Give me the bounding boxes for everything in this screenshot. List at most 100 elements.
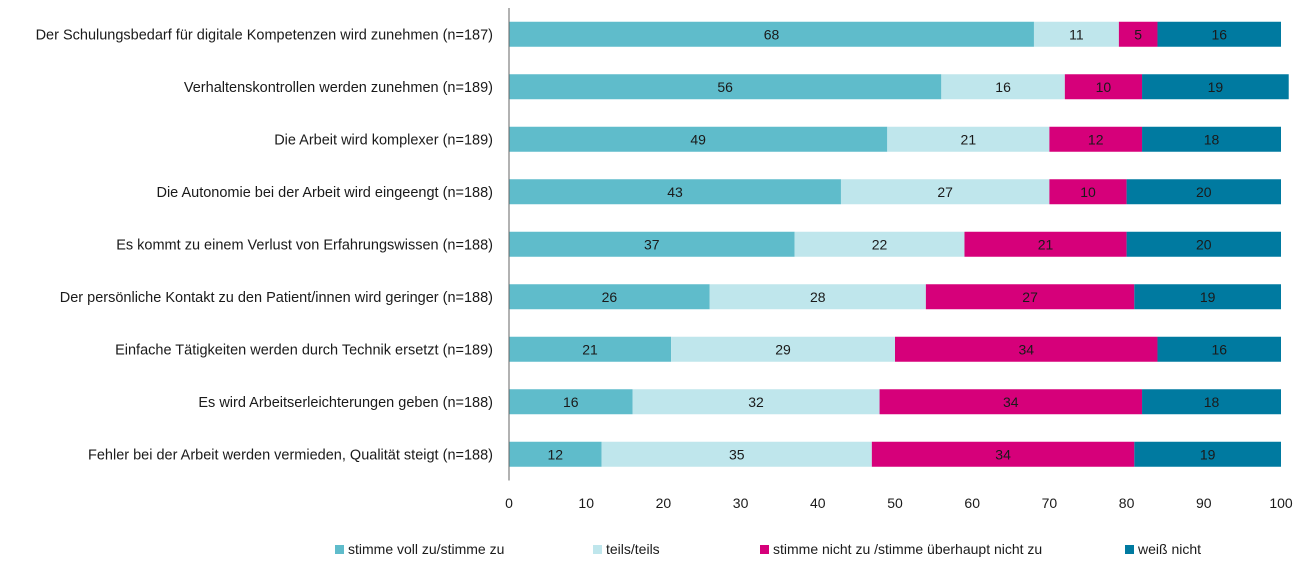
bar-segment bbox=[1134, 441, 1281, 467]
bar-segment bbox=[509, 74, 942, 100]
bar-segment bbox=[509, 21, 1034, 47]
data-label: 16 bbox=[1211, 26, 1227, 42]
category-label: Der persönliche Kontakt zu den Patient/i… bbox=[60, 290, 493, 306]
data-label: 11 bbox=[1069, 26, 1084, 42]
x-tick-label: 70 bbox=[1042, 495, 1058, 511]
bar-segment bbox=[840, 179, 1050, 205]
bar-segment bbox=[509, 231, 795, 257]
bar-segment bbox=[509, 441, 602, 467]
data-label: 32 bbox=[748, 394, 764, 410]
category-label: Einfache Tätigkeiten werden durch Techni… bbox=[115, 342, 493, 358]
x-tick-label: 40 bbox=[810, 495, 826, 511]
legend-label: teils/teils bbox=[606, 541, 660, 557]
bar-segment bbox=[709, 284, 926, 310]
data-label: 34 bbox=[1003, 394, 1019, 410]
data-label: 22 bbox=[872, 236, 888, 252]
legend-label: stimme nicht zu /stimme überhaupt nicht … bbox=[773, 541, 1042, 557]
category-label: Es wird Arbeitserleichterungen geben (n=… bbox=[198, 395, 493, 411]
data-label: 34 bbox=[1018, 341, 1034, 357]
category-label: Die Arbeit wird komplexer (n=189) bbox=[274, 132, 493, 148]
data-label: 35 bbox=[729, 446, 745, 462]
x-tick-label: 80 bbox=[1119, 495, 1135, 511]
bar-segment bbox=[671, 336, 895, 362]
data-label: 16 bbox=[995, 79, 1011, 95]
data-label: 10 bbox=[1080, 184, 1096, 200]
x-axis-ticks: 0 10 20 30 40 50 60 70 80 90 100 bbox=[505, 495, 1293, 511]
data-label: 27 bbox=[1022, 289, 1038, 305]
data-label: 26 bbox=[602, 289, 618, 305]
legend-swatch bbox=[593, 545, 602, 554]
bar-segment bbox=[509, 179, 841, 205]
x-tick-label: 60 bbox=[964, 495, 980, 511]
data-label: 12 bbox=[1088, 131, 1104, 147]
category-label: Verhaltenskontrollen werden zunehmen (n=… bbox=[184, 80, 493, 96]
bar-segment bbox=[964, 231, 1127, 257]
data-label: 49 bbox=[690, 131, 706, 147]
data-label: 18 bbox=[1204, 394, 1220, 410]
bar-segment bbox=[509, 389, 633, 415]
legend: stimme voll zu/stimme zu teils/teils stimm… bbox=[335, 541, 1201, 557]
data-label: 16 bbox=[1211, 341, 1227, 357]
bar-segment bbox=[601, 441, 872, 467]
x-tick-label: 50 bbox=[887, 495, 903, 511]
bar-segment bbox=[1142, 126, 1281, 152]
data-label: 20 bbox=[1196, 184, 1212, 200]
x-tick-label: 100 bbox=[1269, 495, 1293, 511]
data-label: 19 bbox=[1200, 446, 1216, 462]
bar-segment bbox=[879, 389, 1143, 415]
data-label: 21 bbox=[1038, 236, 1054, 252]
data-label: 21 bbox=[582, 341, 598, 357]
bar-segment bbox=[1142, 74, 1289, 100]
data-label: 68 bbox=[764, 26, 780, 42]
x-tick-label: 20 bbox=[656, 495, 672, 511]
data-label: 16 bbox=[563, 394, 579, 410]
bar-segment bbox=[632, 389, 880, 415]
bars bbox=[509, 21, 1289, 467]
data-label: 10 bbox=[1096, 79, 1112, 95]
bar-segment bbox=[1064, 74, 1143, 100]
data-label: 5 bbox=[1134, 26, 1142, 42]
data-label: 18 bbox=[1204, 131, 1220, 147]
data-label: 27 bbox=[937, 184, 953, 200]
data-label: 19 bbox=[1208, 79, 1224, 95]
bar-segment bbox=[1142, 389, 1281, 415]
bar-segment bbox=[871, 441, 1135, 467]
bar-segment bbox=[509, 336, 672, 362]
data-label: 56 bbox=[717, 79, 733, 95]
bar-segment bbox=[895, 336, 1158, 362]
legend-swatch bbox=[760, 545, 769, 554]
x-tick-label: 30 bbox=[733, 495, 749, 511]
data-label: 12 bbox=[548, 446, 564, 462]
data-label: 34 bbox=[995, 446, 1011, 462]
data-label: 20 bbox=[1196, 236, 1212, 252]
bar-segment bbox=[1049, 179, 1127, 205]
bar-segment bbox=[1033, 21, 1119, 47]
bar-segment bbox=[925, 284, 1135, 310]
data-label: 28 bbox=[810, 289, 826, 305]
category-label: Der Schulungsbedarf für digitale Kompete… bbox=[36, 27, 493, 43]
bar-segment bbox=[1118, 21, 1158, 47]
category-label: Es kommt zu einem Verlust von Erfahrungs… bbox=[116, 237, 493, 253]
bar-segment bbox=[1126, 231, 1281, 257]
legend-label: stimme voll zu/stimme zu bbox=[348, 541, 504, 557]
category-labels: Der Schulungsbedarf für digitale Kompete… bbox=[36, 27, 493, 463]
x-tick-label: 0 bbox=[505, 495, 513, 511]
data-label: 19 bbox=[1200, 289, 1216, 305]
category-label: Die Autonomie bei der Arbeit wird eingee… bbox=[156, 185, 493, 201]
legend-swatch bbox=[335, 545, 344, 554]
data-label: 21 bbox=[961, 131, 977, 147]
data-label: 37 bbox=[644, 236, 660, 252]
bar-segment bbox=[1134, 284, 1281, 310]
category-label: Fehler bei der Arbeit werden vermieden, … bbox=[88, 447, 493, 463]
bar-segment bbox=[1157, 336, 1281, 362]
data-label: 43 bbox=[667, 184, 683, 200]
bar-segment bbox=[509, 284, 710, 310]
bar-segment bbox=[509, 126, 888, 152]
data-labels: 68 11 5 16 56 16 10 19 49 21 12 18 43 27 10 20 37 22 21 20 2… bbox=[548, 26, 1228, 462]
legend-swatch bbox=[1125, 545, 1134, 554]
x-tick-label: 10 bbox=[578, 495, 594, 511]
bar-segment bbox=[1049, 126, 1143, 152]
bar-segment bbox=[1157, 21, 1281, 47]
x-tick-label: 90 bbox=[1196, 495, 1212, 511]
